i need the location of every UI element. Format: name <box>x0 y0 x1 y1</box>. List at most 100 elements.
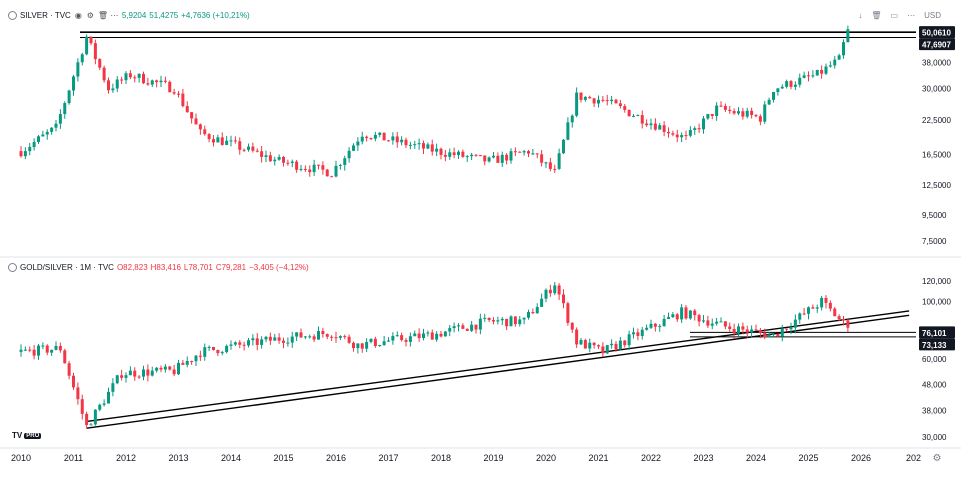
candle-body <box>443 154 447 157</box>
candle-body <box>811 307 815 309</box>
settings-icon[interactable]: ⚙ <box>86 11 94 20</box>
candle-body <box>732 329 736 334</box>
candle-body <box>233 140 237 142</box>
trendline <box>86 314 910 429</box>
x-tick-label: 2020 <box>536 453 556 463</box>
candle-body <box>846 320 850 328</box>
price-badge <box>919 38 955 51</box>
candle-body <box>32 141 36 147</box>
candle-body <box>684 135 688 137</box>
candle-body <box>120 375 124 378</box>
candle-body <box>400 335 404 341</box>
candle-body <box>645 123 649 126</box>
candle-body <box>426 332 430 334</box>
silver-legend: SILVER · TVC ◉ ⚙ 🗑 ⋯ 5,9204 51,4275 +4,7… <box>8 11 250 20</box>
candle-body <box>758 330 762 333</box>
candle-body <box>496 155 500 163</box>
candle-body <box>286 342 290 344</box>
candle-body <box>487 157 491 162</box>
candle-body <box>592 98 596 104</box>
candle-body <box>509 151 513 161</box>
candle-body <box>597 99 600 104</box>
candle-body <box>802 75 806 78</box>
candle-body <box>798 77 802 85</box>
candle-body <box>435 148 439 152</box>
candle-body <box>732 111 736 114</box>
candle-body <box>382 132 386 141</box>
silver-symbol[interactable]: SILVER · TVC <box>20 11 71 20</box>
candle-body <box>387 340 390 342</box>
candle-body <box>750 329 754 333</box>
candle-body <box>216 349 220 354</box>
candle-body <box>671 314 675 318</box>
candle-body <box>465 328 469 331</box>
candle-body <box>693 310 697 316</box>
tradingview-logo: TV PRO <box>12 431 42 440</box>
candle-body <box>286 162 290 164</box>
candle-body <box>667 131 670 134</box>
trash-icon[interactable]: 🗑 <box>871 11 882 20</box>
candle-body <box>741 326 745 330</box>
candle-body <box>203 129 207 135</box>
candle-body <box>185 106 189 113</box>
candle-body <box>745 329 749 333</box>
y-tick-label: 30,0000 <box>922 85 951 94</box>
ratio-symbol[interactable]: GOLD/SILVER · 1M · TVC <box>20 263 114 272</box>
candle-body <box>146 369 150 376</box>
candle-body <box>474 324 478 330</box>
candle-body <box>430 144 434 152</box>
candle-body <box>492 319 495 322</box>
more-icon[interactable]: ⋯ <box>110 11 119 20</box>
axis-settings-icon: ⚙ <box>933 453 942 464</box>
silver-value: 51,4275 <box>149 11 179 20</box>
candle-body <box>435 333 439 340</box>
candle-body <box>807 307 810 314</box>
x-tick-label: 2011 <box>64 453 83 463</box>
candle-body <box>544 289 548 299</box>
candle-body <box>264 336 268 340</box>
candle-body <box>413 144 417 146</box>
candle-body <box>719 105 723 107</box>
x-tick-label: 2012 <box>116 453 136 463</box>
x-tick-label: 2022 <box>641 453 661 463</box>
y-tick-label: 22,5000 <box>922 116 951 125</box>
currency-label[interactable]: USD <box>924 11 941 20</box>
candle-body <box>588 96 592 99</box>
candle-body <box>212 346 215 350</box>
candle-body <box>282 156 285 163</box>
candle-body <box>653 323 657 327</box>
candle-body <box>675 314 679 320</box>
candle-body <box>811 75 815 77</box>
candle-body <box>185 360 189 365</box>
candle-body <box>723 105 727 110</box>
candle-body <box>334 165 338 177</box>
candle-body <box>334 337 338 339</box>
maximize-icon[interactable]: ▭ <box>890 11 899 20</box>
candle-body <box>601 99 605 101</box>
candle-body <box>115 375 119 384</box>
candle-body <box>837 316 841 320</box>
candle-body <box>133 370 137 377</box>
candle-body <box>63 103 67 115</box>
collapse-icon[interactable]: ⋯ <box>907 11 916 20</box>
eye-icon[interactable]: ◉ <box>74 11 82 20</box>
arrow-down-icon[interactable]: ↓ <box>858 11 863 20</box>
candle-body <box>500 318 504 321</box>
candle-body <box>680 307 684 320</box>
candle-body <box>115 79 119 89</box>
candle-body <box>750 110 754 115</box>
candle-body <box>478 318 482 330</box>
delete-icon[interactable]: 🗑 <box>97 11 108 20</box>
candle-body <box>356 343 360 349</box>
candle-body <box>627 334 631 346</box>
candle-body <box>461 151 465 157</box>
price-badge-label: 50,0610 <box>922 29 951 38</box>
candle-body <box>754 329 758 331</box>
candle-body <box>93 43 97 60</box>
candle-body <box>579 340 583 345</box>
x-tick-label: 2016 <box>326 453 346 463</box>
silver-change: +4,7636 (+10,21%) <box>181 11 250 20</box>
candle-body <box>776 88 780 93</box>
candle-body <box>102 403 106 405</box>
